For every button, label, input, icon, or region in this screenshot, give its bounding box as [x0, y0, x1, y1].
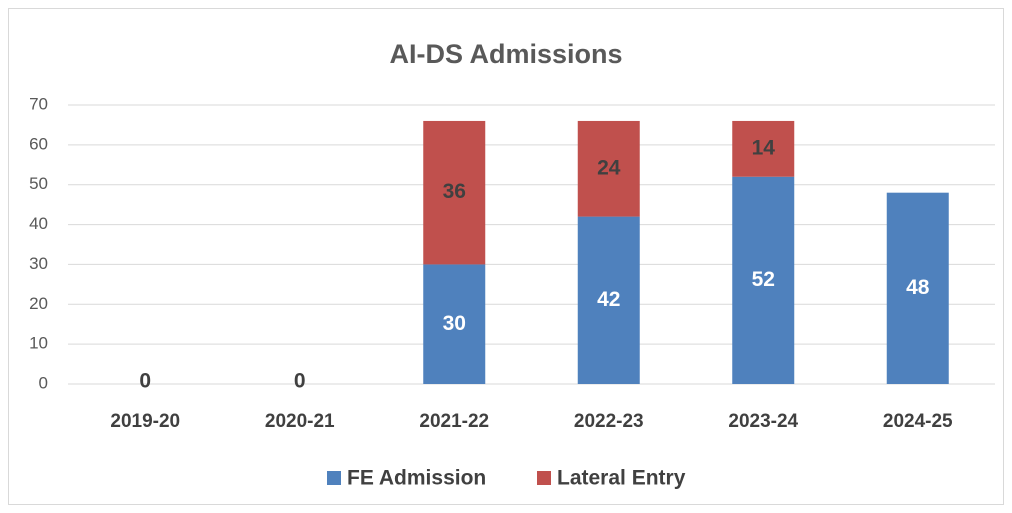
y-tick-label: 10 [29, 334, 48, 353]
x-tick-label: 2021-22 [419, 411, 489, 432]
y-tick-label: 20 [29, 294, 48, 313]
bar [732, 120, 795, 177]
legend-swatch [327, 471, 341, 485]
chart-title: AI-DS Admissions [389, 39, 622, 69]
data-label: 48 [906, 276, 930, 299]
data-label: 0 [294, 370, 306, 393]
y-tick-label: 30 [29, 254, 48, 273]
data-label: 52 [752, 268, 775, 291]
y-tick-label: 70 [29, 94, 48, 113]
data-label: 0 [139, 370, 151, 393]
x-tick-label: 2019-20 [110, 411, 180, 432]
data-label: 30 [443, 312, 466, 335]
bar [732, 176, 795, 384]
bar [577, 216, 640, 384]
legend-swatch [537, 471, 551, 485]
bar [577, 120, 640, 217]
x-tick-label: 2022-23 [574, 411, 644, 432]
data-label: 42 [597, 288, 620, 311]
y-tick-label: 0 [39, 373, 48, 392]
x-tick-label: 2023-24 [728, 411, 798, 432]
legend-label: Lateral Entry [557, 467, 686, 490]
x-tick-label: 2020-21 [265, 411, 335, 432]
legend-label: FE Admission [347, 467, 486, 490]
y-tick-label: 40 [29, 214, 48, 233]
y-tick-label: 50 [29, 174, 48, 193]
x-tick-label: 2024-25 [883, 411, 953, 432]
bar [423, 264, 486, 384]
chart-border [8, 8, 1004, 505]
data-label: 14 [752, 136, 776, 159]
bar [886, 192, 949, 384]
bar [423, 120, 486, 265]
data-label: 36 [443, 180, 466, 203]
data-label: 24 [597, 156, 621, 179]
y-tick-label: 60 [29, 134, 48, 153]
